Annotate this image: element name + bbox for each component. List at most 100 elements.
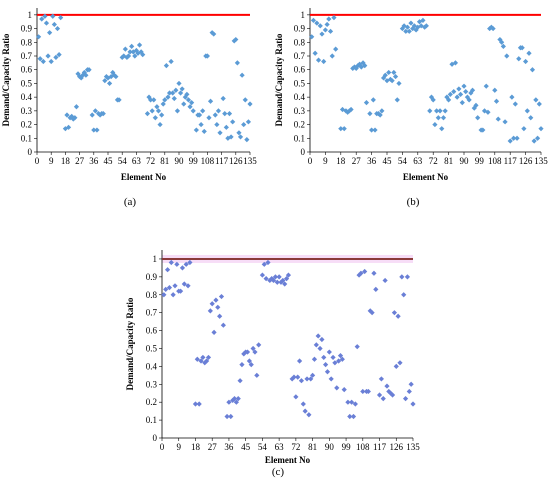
data-point xyxy=(324,369,331,375)
data-point xyxy=(86,67,92,73)
data-point xyxy=(526,50,532,56)
data-point xyxy=(211,329,217,335)
data-point xyxy=(207,98,214,104)
data-point xyxy=(475,115,481,121)
data-point xyxy=(534,135,541,141)
data-point xyxy=(218,293,225,300)
data-point xyxy=(536,101,542,107)
data-point xyxy=(319,31,325,37)
chart-panel-b: 00.10.20.30.40.50.60.70.80.910 9 18 27 36 45 5… xyxy=(274,8,548,208)
data-point xyxy=(247,101,253,107)
data-point xyxy=(235,396,241,402)
y-tick-label: 0.4 xyxy=(21,92,33,102)
data-point xyxy=(459,100,465,106)
data-point xyxy=(239,72,245,78)
data-point xyxy=(454,94,460,100)
data-point xyxy=(380,75,387,81)
data-point xyxy=(119,54,125,60)
data-point xyxy=(483,83,489,89)
data-point xyxy=(220,95,226,102)
data-point xyxy=(196,401,202,407)
y-tick-label: 0.5 xyxy=(294,78,306,88)
x-tick-label: 18 xyxy=(61,156,71,166)
x-tick-label: 126 xyxy=(519,156,533,166)
data-point xyxy=(386,69,392,76)
data-point xyxy=(469,87,476,93)
data-point xyxy=(56,52,62,58)
data-point xyxy=(256,342,262,348)
data-point xyxy=(283,276,290,282)
y-tick-label: 0.4 xyxy=(146,361,158,371)
data-point xyxy=(54,25,61,32)
data-point xyxy=(354,344,360,350)
x-tick-label: 108 xyxy=(488,156,502,166)
data-point xyxy=(222,111,228,117)
x-tick-label: 135 xyxy=(406,442,420,452)
data-point xyxy=(446,97,452,103)
data-point xyxy=(65,124,72,130)
data-point xyxy=(487,25,493,32)
data-point xyxy=(531,138,537,144)
x-tick-label: 135 xyxy=(534,156,548,166)
y-tick-label: 0.3 xyxy=(146,379,158,389)
data-point xyxy=(389,78,395,84)
data-point xyxy=(136,42,143,48)
data-point xyxy=(452,60,459,66)
data-point xyxy=(154,104,160,110)
data-point xyxy=(241,351,247,357)
data-point xyxy=(432,121,438,128)
data-point xyxy=(306,412,312,418)
data-point xyxy=(382,72,388,78)
data-point xyxy=(410,25,416,32)
y-tick-label: 0 xyxy=(28,147,33,157)
data-point xyxy=(285,272,292,278)
data-point xyxy=(157,121,163,128)
data-point xyxy=(312,50,318,56)
data-point xyxy=(357,61,363,67)
y-tick-label: 0.6 xyxy=(21,65,33,75)
x-tick-label: 36 xyxy=(89,156,99,166)
data-point xyxy=(387,76,394,82)
y-tick-label: 0.6 xyxy=(294,65,306,75)
data-point xyxy=(140,52,146,58)
data-point xyxy=(205,354,212,361)
data-point xyxy=(394,97,400,103)
data-point xyxy=(237,134,244,140)
data-point xyxy=(246,358,252,364)
data-point xyxy=(270,277,277,284)
data-point xyxy=(457,91,464,97)
data-point xyxy=(324,21,330,28)
data-point xyxy=(237,378,243,384)
data-point xyxy=(512,101,518,107)
data-point xyxy=(226,111,233,117)
data-point xyxy=(514,135,520,141)
data-point xyxy=(377,112,383,118)
data-point xyxy=(373,286,379,292)
data-point xyxy=(244,349,251,355)
data-point xyxy=(317,23,323,29)
data-point xyxy=(173,87,179,93)
x-tick-label: 72 xyxy=(429,156,438,166)
data-point xyxy=(272,274,279,280)
x-tick-label: 117 xyxy=(504,156,518,166)
data-point xyxy=(183,261,189,267)
data-point xyxy=(434,108,440,114)
data-point xyxy=(504,53,510,59)
data-point xyxy=(198,121,204,128)
data-point xyxy=(291,374,297,380)
data-point xyxy=(200,108,206,114)
data-point xyxy=(490,25,496,32)
data-point xyxy=(236,130,242,136)
data-point xyxy=(345,399,351,405)
x-tick-label: 108 xyxy=(356,442,370,452)
data-point xyxy=(310,17,317,23)
data-point xyxy=(367,308,373,314)
data-point xyxy=(492,87,498,93)
x-tick-label: 63 xyxy=(413,156,423,166)
data-point xyxy=(369,310,375,316)
data-point xyxy=(230,397,236,403)
data-point xyxy=(315,57,322,63)
data-point xyxy=(315,333,321,339)
x-axis-label: Element No xyxy=(121,172,167,182)
data-point xyxy=(435,115,441,121)
